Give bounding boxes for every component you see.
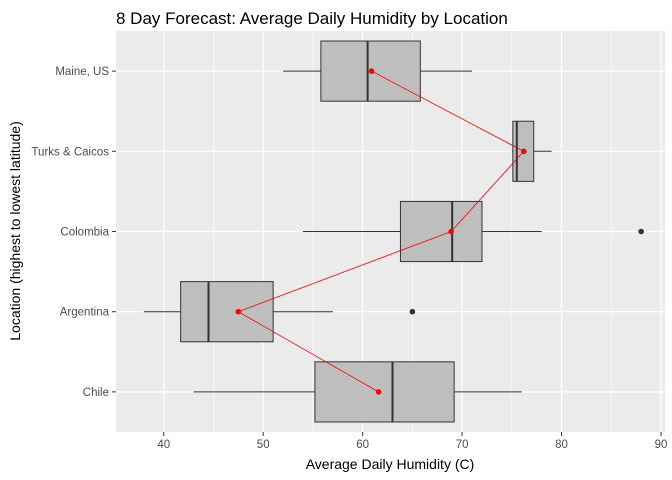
mean-point — [235, 308, 242, 315]
box-iqr — [399, 200, 483, 263]
chart-title: 8 Day Forecast: Average Daily Humidity b… — [116, 9, 508, 28]
mean-point — [375, 389, 382, 395]
y-tick-label: Chile — [83, 387, 109, 399]
x-tick-label: 70 — [456, 439, 469, 451]
box-colombia — [302, 200, 644, 263]
box-iqr — [314, 361, 455, 423]
box-chile — [193, 361, 522, 423]
y-tick-label: Maine, US — [55, 66, 109, 78]
outlier-point — [638, 228, 644, 235]
outlier-point — [409, 308, 416, 315]
x-tick-label: 60 — [356, 439, 369, 451]
x-axis-ticks: 40 50 60 70 80 90 — [157, 432, 667, 451]
box-maine-us — [283, 40, 473, 102]
y-axis-ticks: Maine, US Turks & Caicos Colombia Argentina… — [31, 66, 116, 399]
mean-point — [520, 148, 527, 155]
x-axis-title: Average Daily Humidity (C) — [306, 456, 475, 472]
box-argentina — [143, 281, 416, 343]
y-tick-label: Argentina — [60, 307, 110, 319]
x-tick-label: 50 — [257, 439, 270, 451]
box-iqr — [180, 281, 274, 343]
mean-line-group — [235, 68, 527, 395]
x-tick-label: 90 — [655, 439, 668, 451]
box-group — [143, 40, 644, 423]
y-axis-title: Location (highest to lowest latitude) — [7, 121, 23, 340]
x-tick-label: 80 — [555, 439, 568, 451]
x-tick-label: 40 — [157, 439, 170, 451]
y-tick-label: Colombia — [60, 227, 109, 239]
mean-point — [448, 228, 454, 235]
mean-point — [368, 68, 375, 74]
y-tick-label: Turks & Caicos — [31, 146, 109, 158]
